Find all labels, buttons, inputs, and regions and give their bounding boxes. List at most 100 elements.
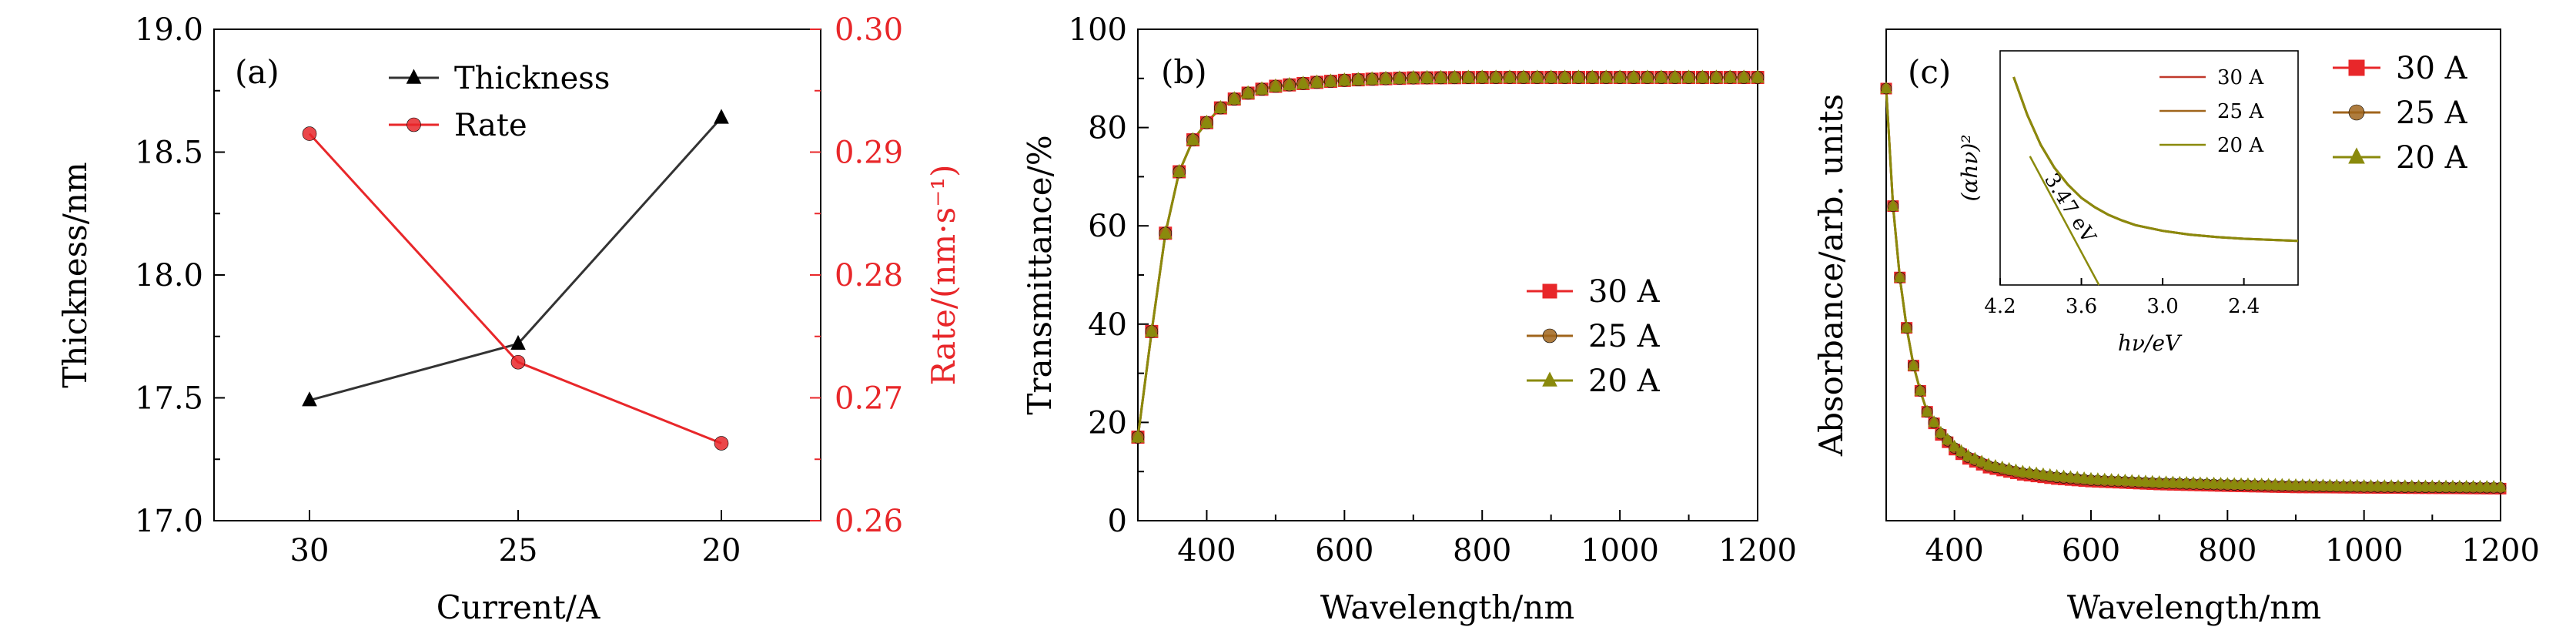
data-point <box>1269 78 1283 92</box>
data-point <box>1695 69 1710 83</box>
data-point <box>1517 69 1531 83</box>
data-point <box>2043 468 2056 481</box>
data-point <box>1585 69 1600 83</box>
data-point <box>1627 69 1641 83</box>
data-point <box>2016 464 2029 477</box>
data-point <box>510 354 526 370</box>
data-point <box>1310 74 1324 88</box>
inset-legend-label: 25 A <box>2217 100 2264 123</box>
y-right-tick-label: 0.30 <box>835 12 903 48</box>
panel-label: (a) <box>235 53 279 91</box>
data-point <box>510 334 526 350</box>
data-point <box>1955 444 1968 457</box>
legend-label: Rate <box>454 108 527 143</box>
legend-marker <box>1542 283 1557 299</box>
data-point <box>1914 384 1927 396</box>
legend-label: 25 A <box>2396 96 2468 131</box>
y-axis-label: Transmittance/% <box>1021 135 1059 414</box>
y-right-axis-label: Rate/(nm·s⁻¹) <box>925 164 962 385</box>
data-point <box>1475 69 1490 83</box>
y-tick-label: 17.5 <box>135 381 203 417</box>
data-point <box>1641 69 1654 83</box>
panel-c: 400 600 800 1000 1200 Wavelength/nm Absorbance… <box>1812 28 2540 626</box>
data-point <box>1282 76 1296 91</box>
x-tick-label: 25 <box>499 533 538 568</box>
legend-marker <box>406 117 421 132</box>
x-axis-label: Wavelength/nm <box>2067 588 2321 626</box>
data-point <box>1709 69 1724 83</box>
y-tick-label: 40 <box>1088 307 1127 343</box>
data-point <box>1681 69 1696 83</box>
x-tick-label: 400 <box>1177 533 1236 568</box>
data-point <box>1131 429 1145 443</box>
legend-label: Thickness <box>454 61 610 96</box>
data-point <box>714 436 729 451</box>
legend-label: 20 A <box>1588 364 1661 399</box>
data-point <box>1420 69 1434 83</box>
y-right-tick-label: 0.27 <box>835 381 903 417</box>
x-tick-label: 400 <box>1925 533 1983 568</box>
inset-legend-label: 30 A <box>2217 66 2264 89</box>
data-point <box>1948 439 1961 452</box>
data-point <box>1434 69 1448 83</box>
y-axis-label: Absorbance/arb. units <box>1812 94 1850 457</box>
data-point <box>1887 199 1899 211</box>
data-point <box>1186 132 1200 146</box>
data-point <box>1489 69 1503 83</box>
data-point <box>1654 69 1668 83</box>
data-point <box>2023 465 2036 478</box>
data-point <box>1989 459 2002 471</box>
x-tick-label: 1000 <box>1581 533 1659 568</box>
data-point <box>1503 69 1517 83</box>
inset-x-tick-label: 3.0 <box>2146 295 2178 318</box>
x-tick-label: 1200 <box>2461 533 2540 568</box>
x-tick-label: 600 <box>1315 533 1373 568</box>
legend-label: 30 A <box>1588 274 1661 310</box>
data-point <box>714 109 729 124</box>
data-point <box>1996 460 2009 473</box>
data-point <box>1751 69 1765 83</box>
plot-frame <box>1885 28 2501 521</box>
data-point <box>1145 324 1159 337</box>
legend-marker <box>406 69 422 84</box>
data-point <box>1158 225 1173 239</box>
x-tick-label: 800 <box>2198 533 2257 568</box>
inset-legend-label: 20 A <box>2217 134 2264 157</box>
x-tick-label: 20 <box>702 533 741 568</box>
data-point <box>1544 69 1558 83</box>
data-point <box>1172 163 1186 177</box>
y-tick-label: 100 <box>1069 12 1127 48</box>
data-point <box>1461 69 1476 83</box>
data-point <box>1557 69 1572 83</box>
inset-y-axis-label: (αhν)² <box>1957 134 1982 201</box>
data-point <box>1668 69 1682 83</box>
y-axis-label: Thickness/nm <box>56 162 94 388</box>
data-point <box>1241 85 1255 99</box>
data-point <box>1969 451 1982 464</box>
data-point <box>302 391 317 407</box>
y-tick-label: 80 <box>1088 111 1127 146</box>
data-point <box>1393 70 1407 84</box>
x-tick-label: 600 <box>2062 533 2120 568</box>
x-tick-label: 800 <box>1453 533 1511 568</box>
data-point <box>1737 69 1751 83</box>
data-point <box>1907 358 1920 370</box>
data-point <box>1941 432 1954 445</box>
x-tick-label: 1200 <box>1718 533 1797 568</box>
data-point <box>1921 404 1934 417</box>
inset-series-line <box>2012 76 2299 243</box>
data-point <box>2494 480 2507 492</box>
data-point <box>1723 69 1738 83</box>
x-axis-label: Current/A <box>437 588 601 626</box>
data-point <box>1900 320 1913 333</box>
plot-frame <box>213 28 821 521</box>
inset-x-tick-label: 3.6 <box>2066 295 2097 318</box>
legend-marker <box>2348 104 2365 121</box>
data-point <box>1351 72 1366 85</box>
y-tick-label: 17.0 <box>135 504 203 539</box>
data-point <box>1447 69 1462 83</box>
data-point <box>2030 466 2042 478</box>
x-tick-label: 1000 <box>2325 533 2404 568</box>
